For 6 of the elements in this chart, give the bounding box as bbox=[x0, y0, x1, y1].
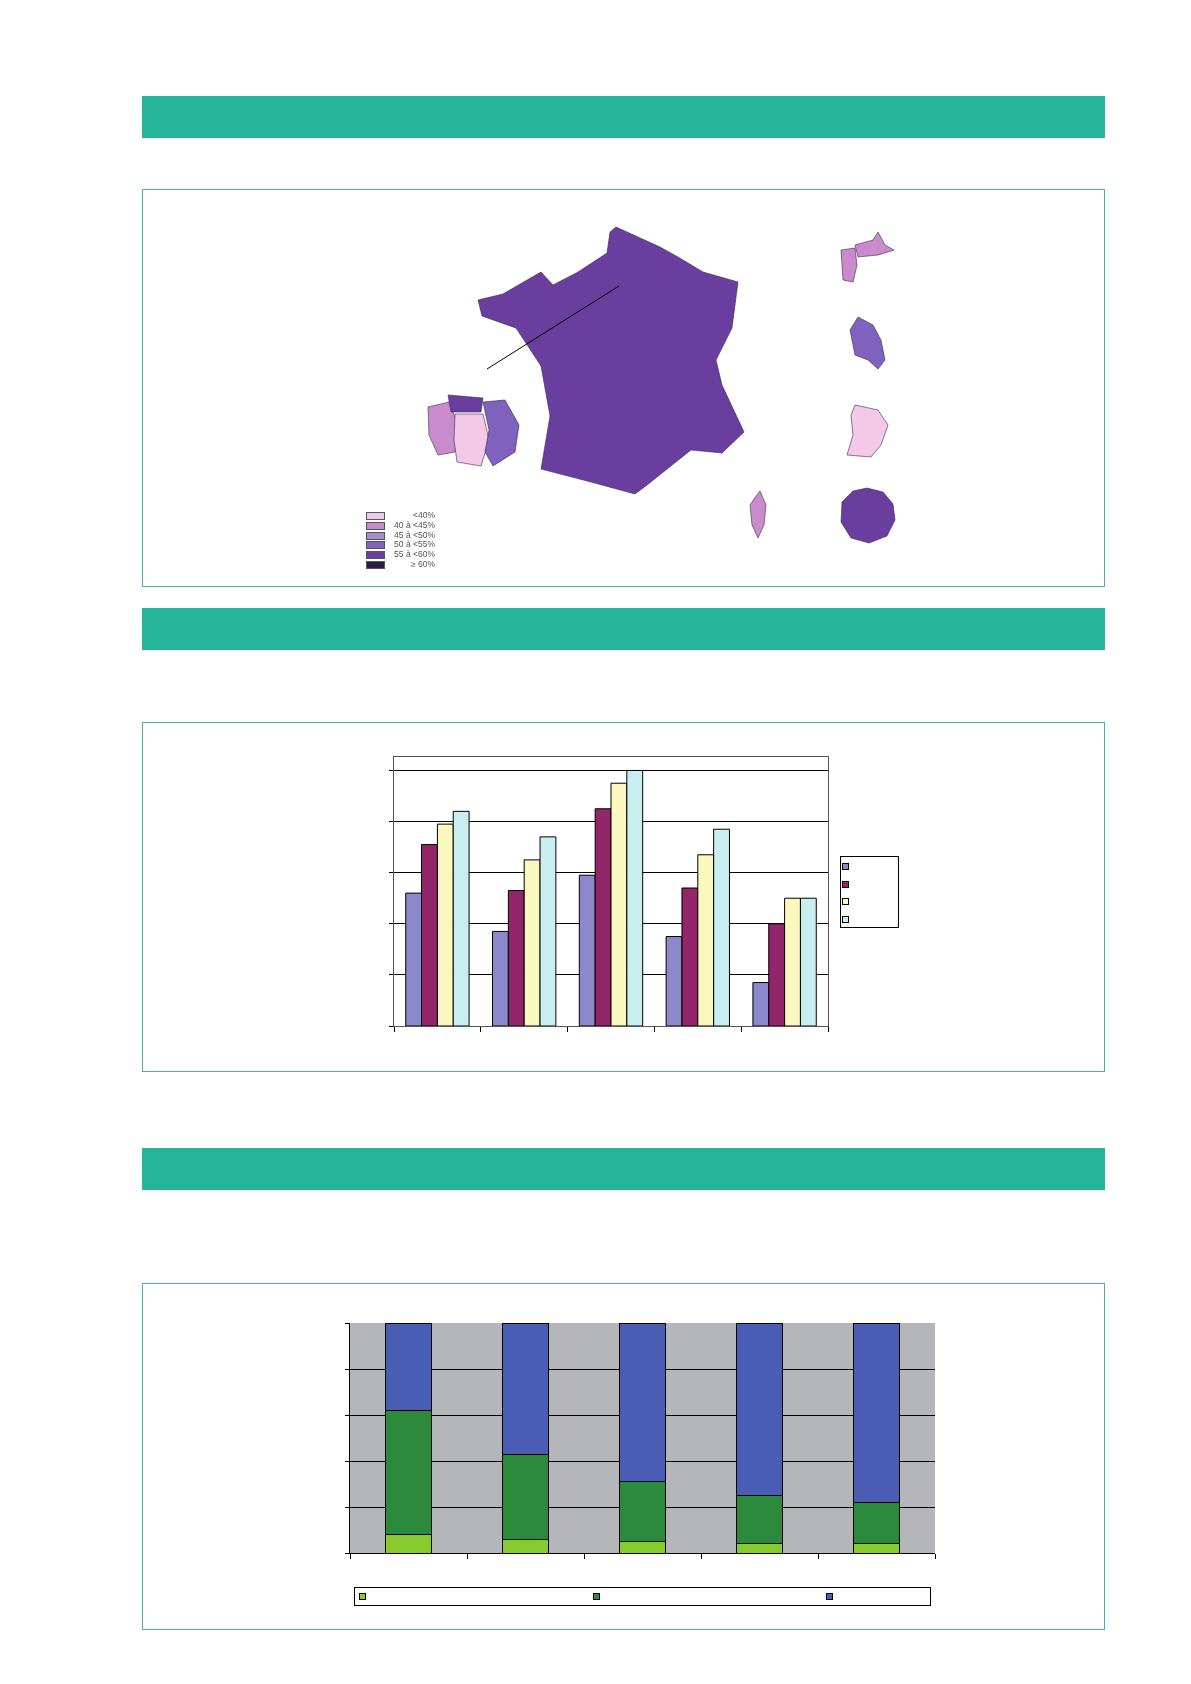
category-label: <40% bbox=[413, 510, 435, 520]
category-label: 55 à <60% bbox=[394, 549, 435, 560]
category-label: ≥ 60% bbox=[410, 559, 435, 569]
category-label: 40 à <45% bbox=[394, 519, 435, 530]
category-label: 45 à <50% bbox=[394, 529, 435, 540]
category-label: 50 à <55% bbox=[394, 539, 435, 550]
